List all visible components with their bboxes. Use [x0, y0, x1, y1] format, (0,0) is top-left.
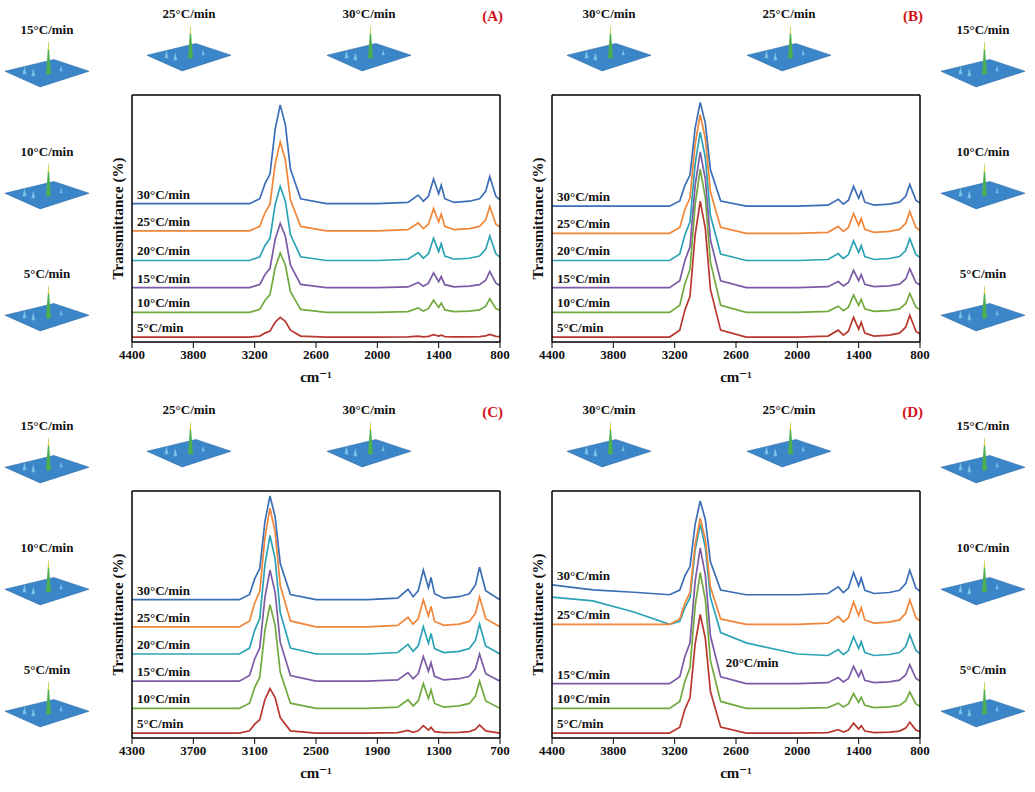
html-text:5°C/min: 5°C/min: [23, 662, 71, 677]
svg-text:cm⁻¹: cm⁻¹: [720, 369, 752, 385]
html-text:25°C/min: 25°C/min: [762, 6, 816, 21]
html-text:15°C/min: 15°C/min: [956, 22, 1010, 37]
html-text:10°C/min: 10°C/min: [20, 144, 74, 159]
svg-text:5°C/min: 5°C/min: [137, 716, 184, 731]
html-text:25°C/min: 25°C/min: [162, 6, 216, 21]
svg-text:cm⁻¹: cm⁻¹: [720, 765, 752, 781]
html-text:25°C/min: 25°C/min: [162, 402, 216, 417]
svg-text:1400: 1400: [846, 347, 872, 362]
svg-text:10°C/min: 10°C/min: [137, 691, 191, 706]
html-text:30°C/min: 30°C/min: [342, 6, 396, 21]
svg-text:3800: 3800: [600, 347, 626, 362]
svg-text:3200: 3200: [662, 743, 688, 758]
html-text:(C): (C): [482, 404, 503, 420]
html-text:15°C/min: 15°C/min: [20, 418, 74, 433]
svg-text:5°C/min: 5°C/min: [137, 320, 184, 335]
svg-text:1900: 1900: [364, 743, 390, 758]
svg-text:10°C/min: 10°C/min: [557, 295, 611, 310]
html-text:(D): (D): [902, 404, 923, 420]
html-text:30°C/min: 30°C/min: [342, 402, 396, 417]
svg-text:cm⁻¹: cm⁻¹: [300, 369, 332, 385]
svg-text:10°C/min: 10°C/min: [557, 691, 611, 706]
svg-text:800: 800: [490, 347, 510, 362]
svg-text:30°C/min: 30°C/min: [557, 189, 611, 204]
svg-text:2000: 2000: [364, 347, 390, 362]
svg-text:15°C/min: 15°C/min: [137, 664, 191, 679]
svg-text:4400: 4400: [539, 347, 565, 362]
svg-text:20°C/min: 20°C/min: [726, 655, 780, 670]
svg-text:15°C/min: 15°C/min: [137, 271, 191, 286]
svg-text:2000: 2000: [784, 743, 810, 758]
svg-text:15°C/min: 15°C/min: [557, 667, 611, 682]
svg-text:25°C/min: 25°C/min: [557, 607, 611, 622]
svg-text:700: 700: [490, 743, 510, 758]
svg-text:4400: 4400: [539, 743, 565, 758]
svg-text:3800: 3800: [180, 347, 206, 362]
svg-text:3800: 3800: [600, 743, 626, 758]
svg-text:2000: 2000: [784, 347, 810, 362]
svg-text:25°C/min: 25°C/min: [557, 216, 611, 231]
html-text:25°C/min: 25°C/min: [762, 402, 816, 417]
svg-text:3100: 3100: [242, 743, 268, 758]
svg-text:1400: 1400: [846, 743, 872, 758]
svg-text:2500: 2500: [303, 743, 329, 758]
html-text:15°C/min: 15°C/min: [956, 418, 1010, 433]
html-text:30°C/min: 30°C/min: [582, 6, 636, 21]
svg-text:2600: 2600: [303, 347, 329, 362]
svg-text:5°C/min: 5°C/min: [557, 716, 604, 731]
html-text:10°C/min: 10°C/min: [956, 540, 1010, 555]
svg-text:25°C/min: 25°C/min: [137, 610, 191, 625]
html-text:15°C/min: 15°C/min: [20, 22, 74, 37]
svg-text:4400: 4400: [119, 347, 145, 362]
svg-text:Transmittance (%): Transmittance (%): [110, 554, 127, 676]
svg-text:4300: 4300: [119, 743, 145, 758]
svg-text:15°C/min: 15°C/min: [557, 271, 611, 286]
svg-text:2600: 2600: [723, 743, 749, 758]
svg-text:30°C/min: 30°C/min: [557, 568, 611, 583]
html-text:5°C/min: 5°C/min: [959, 662, 1007, 677]
svg-text:20°C/min: 20°C/min: [137, 637, 191, 652]
svg-text:Transmittance (%): Transmittance (%): [530, 554, 547, 676]
svg-text:3700: 3700: [180, 743, 206, 758]
svg-text:10°C/min: 10°C/min: [137, 295, 191, 310]
svg-text:cm⁻¹: cm⁻¹: [300, 765, 332, 781]
html-text:30°C/min: 30°C/min: [582, 402, 636, 417]
html-text:(B): (B): [903, 8, 923, 24]
svg-text:5°C/min: 5°C/min: [557, 320, 604, 335]
svg-text:30°C/min: 30°C/min: [137, 583, 191, 598]
svg-text:20°C/min: 20°C/min: [557, 243, 611, 258]
svg-text:2600: 2600: [723, 347, 749, 362]
html-text:5°C/min: 5°C/min: [23, 266, 71, 281]
html-text:(A): (A): [482, 8, 503, 24]
svg-text:Transmittance (%): Transmittance (%): [110, 158, 127, 280]
svg-text:30°C/min: 30°C/min: [137, 187, 191, 202]
svg-text:20°C/min: 20°C/min: [137, 243, 191, 258]
svg-text:Transmittance (%): Transmittance (%): [530, 158, 547, 280]
svg-text:25°C/min: 25°C/min: [137, 214, 191, 229]
svg-text:1400: 1400: [426, 347, 452, 362]
html-text:10°C/min: 10°C/min: [20, 540, 74, 555]
html-text:5°C/min: 5°C/min: [959, 266, 1007, 281]
svg-text:1300: 1300: [426, 743, 452, 758]
svg-text:3200: 3200: [662, 347, 688, 362]
svg-text:800: 800: [910, 743, 930, 758]
svg-text:3200: 3200: [242, 347, 268, 362]
html-text:10°C/min: 10°C/min: [956, 144, 1010, 159]
svg-text:800: 800: [910, 347, 930, 362]
